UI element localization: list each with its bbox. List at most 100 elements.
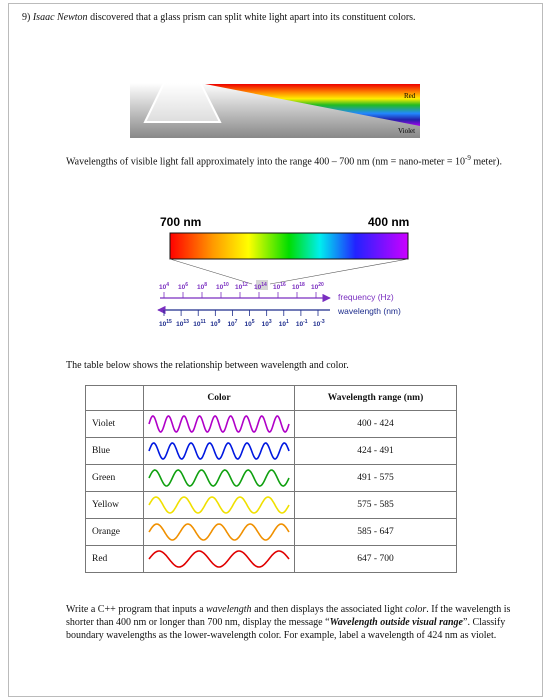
frequency-tick-label: 1012: [235, 282, 248, 291]
question-number: 9): [22, 12, 31, 23]
tick-exponent: 20: [318, 282, 324, 288]
frequency-tick-label: 1014: [254, 282, 267, 291]
wavelength-tick-label: 10-1: [296, 319, 308, 328]
range-note: Wavelengths of visible light fall approx…: [66, 152, 506, 168]
prism-image: Red Violet: [129, 38, 420, 138]
frequency-tick-label: 106: [178, 282, 188, 291]
wavelength-tick-label: 1015: [159, 319, 172, 328]
wave-image: [148, 442, 290, 460]
prism: [143, 43, 222, 123]
wavelength-range: 400 - 424: [294, 410, 457, 438]
tick-base: 10: [197, 284, 205, 291]
frequency-tick-label: 1020: [311, 282, 324, 291]
task-text: Write a C++ program that inputs a: [66, 604, 207, 615]
tick-base: 10: [176, 321, 184, 328]
frequency-tick-label: 1018: [292, 282, 305, 291]
wavelength-tick-label: 105: [245, 319, 255, 328]
wave: [148, 469, 290, 487]
tick-exponent: 10: [223, 282, 229, 288]
table-row: Violet 400 - 424: [85, 410, 457, 438]
table-row: Blue 424 - 491: [85, 437, 457, 465]
header-cell: Color: [143, 385, 295, 411]
tick-base: 10: [313, 321, 321, 328]
header-cell: Wavelength range (nm): [294, 385, 457, 411]
spectrum-figure: 700 nm 400 nm frequency (Hz) wavelength …: [157, 215, 409, 328]
question: 9) Isaac Newton discovered that a glass …: [22, 11, 532, 24]
task-emphasis: color: [405, 604, 427, 615]
wavelength-tick-label: 1011: [193, 319, 206, 328]
violet-label: Violet: [398, 127, 415, 135]
tick-exponent: 1: [286, 319, 289, 325]
tick-base: 10: [296, 321, 304, 328]
wavelength-tick-label: 107: [227, 319, 237, 328]
visible-band: [256, 280, 268, 290]
note-text: meter).: [470, 156, 502, 168]
note-text: Wavelengths of visible light fall approx…: [66, 156, 465, 168]
wavelength-tick-label: 10-3: [313, 319, 325, 328]
wavelength-range: 424 - 491: [294, 437, 457, 465]
tick-base: 10: [273, 284, 281, 291]
tick-exponent: 6: [185, 282, 188, 288]
task: Write a C++ program that inputs a wavele…: [66, 603, 514, 642]
frequency-tick-label: 1010: [216, 282, 229, 291]
color-name: Orange: [85, 518, 144, 546]
rainbow: [205, 84, 420, 126]
tick-base: 10: [292, 284, 300, 291]
scientist-name: Isaac Newton: [32, 12, 88, 23]
wave-image: [148, 496, 290, 514]
red-label: Red: [404, 92, 416, 100]
color-name: Green: [85, 464, 144, 492]
zoom-line: [169, 258, 253, 285]
tick-base: 10: [254, 284, 262, 291]
wave: [148, 523, 290, 541]
task-emphasis: wavelength: [206, 604, 252, 615]
frequency-tick-label: 108: [197, 282, 207, 291]
wavelength-tick-label: 1013: [176, 319, 189, 328]
wavelength-tick-label: 103: [262, 319, 272, 328]
tick-base: 10: [178, 284, 186, 291]
color-name: Red: [85, 545, 144, 573]
wave-image: [148, 415, 290, 433]
tick-exponent: 7: [235, 319, 238, 325]
wavelength-range: 575 - 585: [294, 491, 457, 519]
table-body: Violet 400 - 424 Blue 424 - 491 Green 491 - 5…: [85, 410, 457, 573]
wavelength-range: 647 - 700: [294, 545, 457, 573]
color-cell: [143, 410, 295, 438]
table-row: Green 491 - 575: [85, 464, 457, 492]
color-name: Yellow: [85, 491, 144, 519]
color-name: Blue: [85, 437, 144, 465]
tick-exponent: 11: [200, 319, 206, 325]
color-cell: [143, 491, 295, 519]
task-text: . If the wavelength is shorter than 400 …: [66, 604, 511, 628]
question-text: discovered that a glass prism can split …: [90, 12, 416, 23]
tick-base: 10: [159, 321, 167, 328]
page-frame: [8, 3, 543, 697]
color-cell: [143, 518, 295, 546]
tick-exponent: -3: [320, 319, 325, 325]
wavelength-range: 491 - 575: [294, 464, 457, 492]
wave: [148, 550, 290, 568]
wavelength-tick-label: 109: [210, 319, 220, 328]
tick-exponent: -1: [303, 319, 308, 325]
tick-base: 10: [216, 284, 224, 291]
task-text: ”. Classify boundary wavelengths as the …: [66, 617, 506, 641]
table-row: Red 647 - 700: [85, 545, 457, 573]
tick-exponent: 15: [166, 319, 172, 325]
tick-exponent: 13: [183, 319, 189, 325]
frequency-label: frequency (Hz): [338, 292, 394, 302]
tick-exponent: 18: [299, 282, 305, 288]
tick-base: 10: [279, 321, 287, 328]
left-label: 700 nm: [160, 215, 201, 229]
wave: [148, 442, 290, 460]
frequency-tick-label: 1016: [273, 282, 286, 291]
tick-base: 10: [311, 284, 319, 291]
zoom-line: [269, 258, 409, 285]
color-cell: [143, 545, 295, 573]
tick-exponent: 3: [269, 319, 272, 325]
wavelength-tick-label: 101: [279, 319, 289, 328]
tick-base: 10: [235, 284, 243, 291]
tick-base: 10: [210, 321, 218, 328]
table-intro: The table below shows the relationship b…: [66, 360, 349, 371]
